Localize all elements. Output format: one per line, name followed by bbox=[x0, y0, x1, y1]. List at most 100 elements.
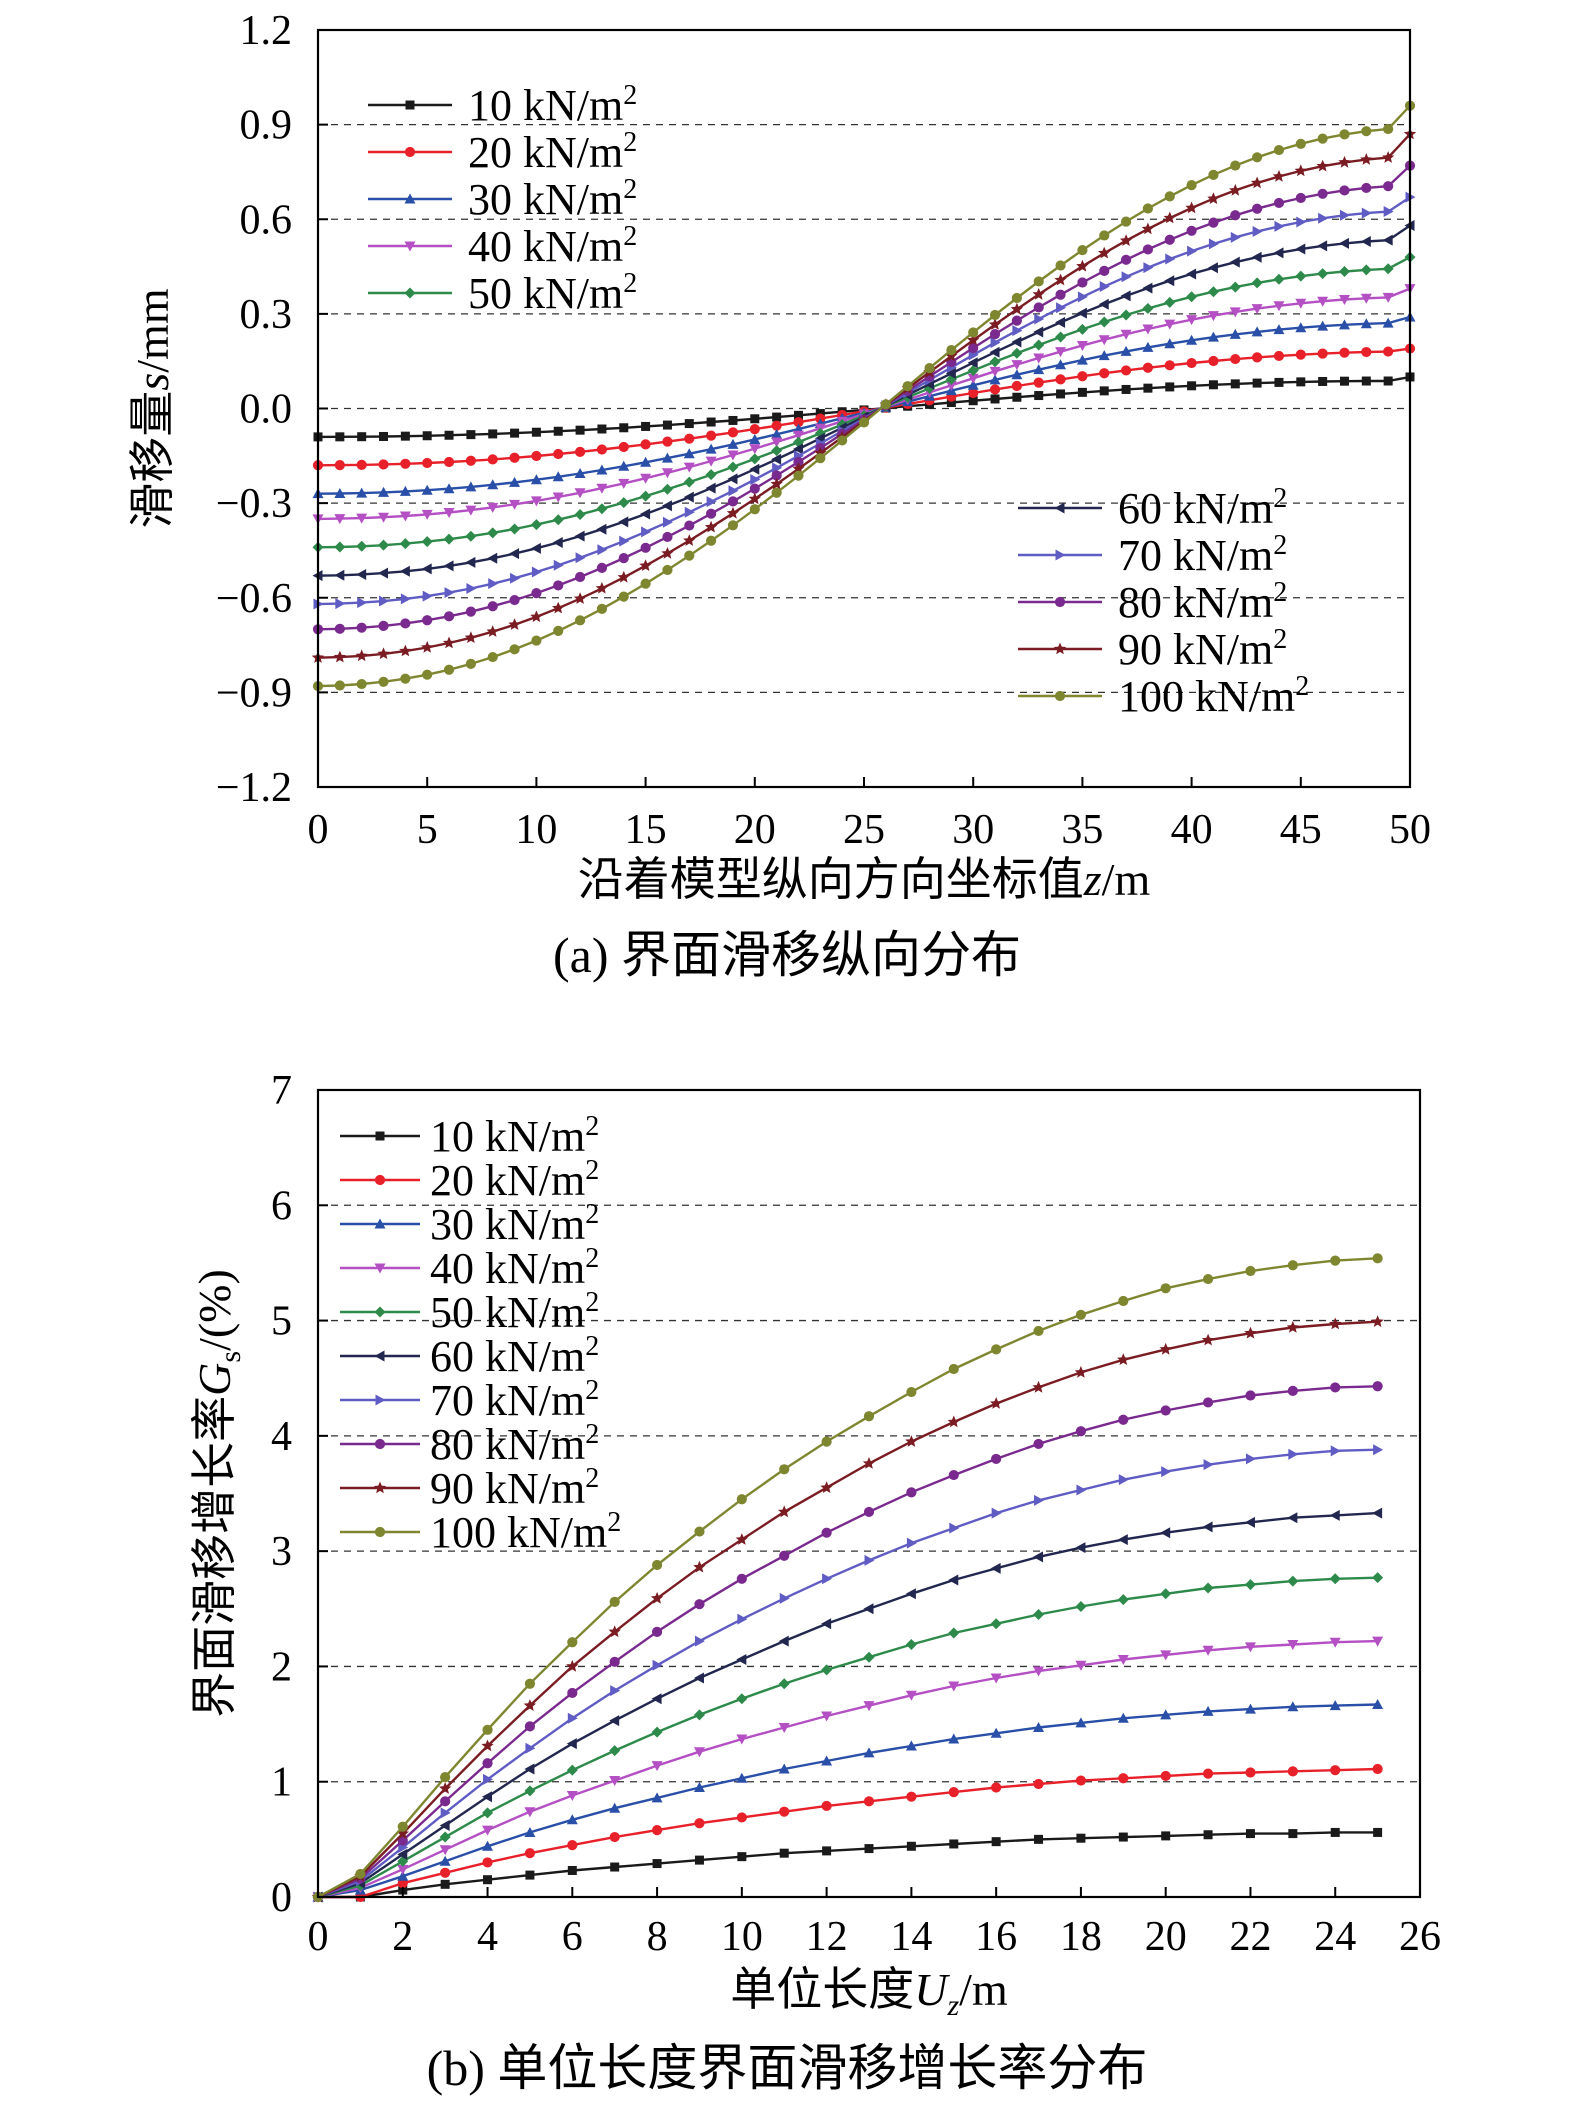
marker-circle bbox=[1033, 276, 1044, 287]
marker-triangle-right bbox=[1143, 262, 1154, 274]
marker-triangle-right bbox=[1208, 238, 1219, 250]
x-tick-label: 24 bbox=[1314, 1914, 1356, 1960]
marker-diamond bbox=[778, 1678, 790, 1690]
series-line bbox=[317, 1511, 1378, 1899]
marker-star bbox=[1010, 302, 1024, 315]
marker-triangle bbox=[397, 1870, 409, 1881]
series-line bbox=[317, 1703, 1378, 1899]
marker-circle bbox=[1033, 1325, 1044, 1337]
marker-triangle-right bbox=[1288, 1448, 1299, 1460]
marker-triangle-down bbox=[1329, 1637, 1341, 1648]
marker-star bbox=[1229, 183, 1242, 196]
series-40knm bbox=[312, 1636, 1384, 1903]
marker-triangle bbox=[1142, 341, 1154, 352]
marker-circle bbox=[651, 1559, 663, 1571]
marker-circle bbox=[736, 1573, 747, 1584]
marker-triangle-right bbox=[1121, 271, 1132, 283]
marker-diamond bbox=[683, 476, 695, 488]
marker-diamond bbox=[1273, 273, 1285, 285]
legend-item: 100 kN/m2 bbox=[1018, 671, 1309, 721]
marker-triangle-left bbox=[736, 1654, 747, 1666]
marker-triangle bbox=[989, 374, 1001, 385]
marker-triangle-right bbox=[553, 559, 564, 571]
legend-label: 60 kN/m2 bbox=[430, 1331, 599, 1381]
marker-circle bbox=[609, 1596, 620, 1607]
marker-triangle bbox=[1360, 318, 1372, 329]
x-tick-label: 6 bbox=[562, 1914, 583, 1960]
marker-circle bbox=[1252, 152, 1263, 163]
marker-triangle-right bbox=[1161, 1466, 1172, 1478]
marker-triangle-left bbox=[596, 523, 607, 535]
marker-circle bbox=[771, 420, 782, 431]
x-tick-label: 35 bbox=[1061, 807, 1103, 853]
x-tick-label: 20 bbox=[1145, 1914, 1187, 1960]
marker-circle bbox=[749, 504, 760, 515]
marker-circle bbox=[1186, 357, 1197, 369]
marker-triangle bbox=[1120, 345, 1132, 356]
marker-square bbox=[822, 1846, 832, 1856]
marker-triangle bbox=[1229, 328, 1241, 339]
marker-triangle-right bbox=[1034, 1494, 1045, 1506]
series-50knm bbox=[312, 1572, 1384, 1903]
marker-circle bbox=[509, 644, 520, 655]
marker-triangle-down bbox=[1075, 1660, 1087, 1671]
marker-circle bbox=[1055, 260, 1066, 271]
marker-circle bbox=[1164, 360, 1175, 371]
marker-circle bbox=[1339, 347, 1350, 358]
marker-circle bbox=[989, 309, 1001, 321]
marker-triangle bbox=[778, 1763, 790, 1774]
marker-triangle bbox=[1207, 331, 1219, 342]
marker-diamond bbox=[356, 540, 368, 552]
marker-triangle-down bbox=[1287, 1640, 1299, 1651]
marker-triangle-down bbox=[618, 478, 630, 489]
marker-circle bbox=[1202, 1397, 1214, 1408]
marker-circle bbox=[596, 603, 608, 614]
legend-label: 90 kN/m2 bbox=[1118, 624, 1287, 674]
marker-triangle-down bbox=[1142, 324, 1154, 335]
legend-item: 30 kN/m2 bbox=[340, 1199, 599, 1249]
marker-triangle bbox=[693, 1781, 705, 1792]
marker-triangle-right bbox=[1318, 212, 1329, 224]
x-tick-label: 25 bbox=[843, 807, 885, 853]
marker-triangle-down bbox=[509, 499, 521, 510]
marker-square bbox=[1318, 376, 1328, 386]
marker-circle bbox=[1383, 123, 1394, 135]
marker-triangle-right bbox=[906, 1537, 917, 1549]
marker-triangle-right bbox=[567, 1712, 578, 1724]
marker-circle bbox=[1033, 302, 1044, 313]
marker-triangle bbox=[1202, 1705, 1214, 1716]
marker-triangle-left bbox=[863, 1603, 874, 1615]
marker-triangle-down bbox=[1251, 304, 1263, 315]
marker-triangle-left bbox=[1160, 1527, 1171, 1539]
marker-triangle-right bbox=[694, 1635, 705, 1647]
marker-circle bbox=[440, 1772, 451, 1783]
marker-square bbox=[1203, 1830, 1213, 1840]
marker-triangle-right bbox=[1274, 220, 1285, 232]
marker-triangle bbox=[1329, 1700, 1341, 1711]
marker-triangle-right bbox=[440, 1807, 451, 1819]
marker-diamond bbox=[1338, 265, 1350, 277]
marker-triangle-right bbox=[483, 1773, 494, 1785]
marker-circle bbox=[948, 1469, 959, 1481]
y-tick-label: 7 bbox=[271, 1068, 292, 1114]
marker-triangle-left bbox=[530, 542, 541, 554]
marker-triangle bbox=[524, 1826, 536, 1837]
series-line bbox=[317, 315, 1411, 495]
marker-triangle-left bbox=[1207, 262, 1218, 274]
marker-star bbox=[486, 625, 499, 637]
marker-circle bbox=[596, 444, 608, 455]
marker-circle bbox=[1372, 1253, 1383, 1264]
legend-label: 100 kN/m2 bbox=[430, 1507, 621, 1557]
marker-triangle-right bbox=[422, 590, 433, 602]
marker-triangle-left bbox=[1075, 1542, 1086, 1554]
marker-square bbox=[1012, 392, 1022, 402]
marker-diamond bbox=[1160, 1588, 1172, 1600]
marker-triangle bbox=[727, 438, 739, 449]
marker-triangle-left bbox=[1295, 243, 1306, 255]
y-axis-label: 滑移量s/mm bbox=[127, 288, 178, 528]
marker-circle bbox=[863, 1796, 875, 1807]
marker-triangle-down bbox=[1033, 1666, 1045, 1677]
marker-circle bbox=[422, 457, 433, 469]
marker-circle bbox=[356, 622, 367, 633]
marker-triangle-right bbox=[619, 535, 630, 547]
